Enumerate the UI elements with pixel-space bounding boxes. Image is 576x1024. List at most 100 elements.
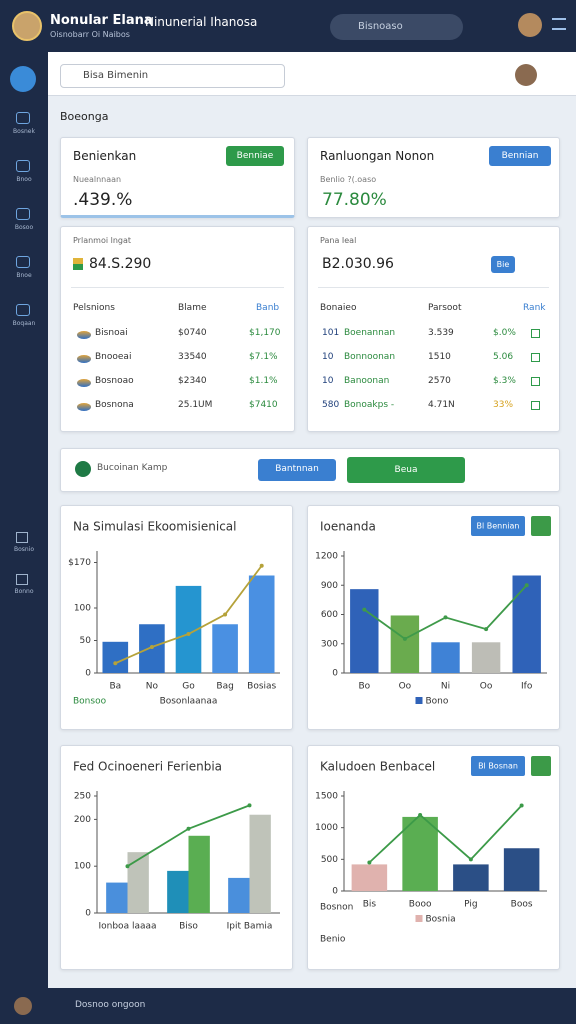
table-card: Prlanmoi lngat 84.S.290 Pelsnions Blame Banb… [60,226,295,432]
bar [453,864,489,891]
y-tick-label: 500 [321,855,338,865]
kpi-button[interactable]: Benniae [226,146,284,166]
kpi-label: Nuealnnaan [73,175,122,184]
sidebar-label: Bosnio [13,546,35,553]
chart-card: Na Simulasi Ekoomisienical 0 50 100 $170 Ba No… [60,505,293,730]
table-cell: 33% [493,400,514,410]
footer-text: Dosnoo ongoon [75,1000,146,1010]
bar [102,641,129,673]
avatar-right[interactable] [518,13,542,37]
legend-label: Bosnia [426,915,456,925]
chart-title: Fed Ocinoeneri Ferienbia [73,760,222,774]
bar [188,835,210,913]
x-tick-label: Bag [216,682,233,692]
chart-icon-button [531,756,551,776]
table-card: Pana Ieal B2.030.96 Bie Bonaieo Parsoot Rank 1… [307,226,560,432]
bar [402,816,438,891]
line-point [418,813,423,817]
banner-button[interactable]: Bantnnan [258,459,336,481]
sidebar: Bosnek Bnoo Bosoo Bnoe Boqaan Bosnio Bonno [0,52,48,988]
sidebar-icon [16,208,30,220]
y-tick-label: 0 [332,887,338,897]
x-tick-label: Oo [480,682,493,692]
table-cell: $7410 [249,400,278,410]
chart-button[interactable] [471,756,525,776]
table-cell: 10 [322,376,334,386]
table-cell: 3.539 [428,328,454,338]
sidebar-label: Bosnek [13,128,35,135]
banner-button[interactable]: Beua [347,457,465,483]
table-cell: Bnooeai [95,352,132,362]
bar [228,877,250,913]
chart-card: Kaludoen Benbacel Bl Bosnan 0 500 1000 1500 Bi… [307,745,560,970]
sidebar-icon [16,304,30,316]
y-tick-label: 1000 [315,823,338,833]
table-button: Bie [491,256,515,273]
search-pill[interactable]: Bisnoaso [330,14,463,40]
sidebar-label: Bonno [14,588,34,595]
kpi-title: Benienkan [73,149,137,163]
chart: Kaludoen Benbacel Bl Bosnan 0 500 1000 1500 Bi… [315,756,551,945]
x-tick-label: Boos [511,900,533,910]
bar [106,882,128,913]
banner-icon [75,461,91,477]
line-point [443,615,448,620]
toolbar-avatar[interactable] [515,64,537,86]
legend-label: Bono [426,697,449,707]
x-tick-label: Booo [409,900,432,910]
table-cell: 580 [322,400,340,410]
chart-title: Ioenanda [320,520,376,534]
line-point [402,636,407,641]
bar [431,642,460,673]
line-point [484,627,489,632]
table-cell: $1.1% [249,376,278,386]
y-tick-label: 0 [85,909,91,919]
bar [471,642,501,673]
toolbar-search[interactable]: Bisa Bimenin [60,64,285,88]
table-cell: 10 [322,352,334,362]
row-checkbox [531,377,540,386]
table-cell: $7.1% [249,352,278,362]
menu-icon[interactable] [552,18,566,30]
chart-button[interactable] [471,516,525,536]
sidebar-logo[interactable] [10,66,36,92]
line-series [368,804,523,864]
table-cell: 1510 [428,352,451,362]
x-tick-label: Ifo [521,682,533,692]
table-cell: Bonoakps - [344,400,395,410]
top-header: Nonular Elana Ninunerial Ihanosa Oisnoba… [0,0,576,52]
line-point [519,803,524,808]
line-point [223,612,228,617]
table-header: Bonaieo [320,303,357,313]
kpi-button[interactable]: Bennian [489,146,551,166]
table-cell: Bisnoai [95,328,128,338]
avatar [12,11,42,41]
chart-icon-button [531,516,551,536]
x-tick-label: Ipit Bamia [227,922,273,932]
kpi-card: Benienkan Benniae Nuealnnaan .439.% [60,137,295,218]
x-tick-label: Ba [109,682,121,692]
sidebar-items: Bosnek Bnoo Bosoo Bnoe Boqaan Bosnio Bonno [0,112,48,912]
line-point [468,857,473,862]
table-cell: 33540 [178,352,207,362]
line-point [149,645,154,649]
x-tick-label: Biso [179,922,198,932]
x-tick-label: Oo [399,682,412,692]
banner-text: Bucoinan Kamp [97,463,168,473]
app-subtitle: Oisnobarr Oi Naibos [50,30,130,39]
table-cell: 101 [322,328,340,338]
y-tick-label: 1500 [315,792,338,802]
bar [350,589,379,673]
separator [318,287,549,288]
kpi-label: Benlio ?(.oaso [320,175,377,184]
chart-title: Kaludoen Benbacel [320,760,435,774]
app-title-2: Ninunerial Ihanosa [145,15,258,29]
bar [127,852,149,913]
y-tick-label: 900 [321,581,338,591]
y-tick-label: 0 [332,669,338,679]
table-cell: Bosnoao [95,376,134,386]
sidebar-icon [16,112,30,124]
table-cell: Bonnoonan [344,352,396,362]
y-tick-label: 600 [321,610,338,620]
